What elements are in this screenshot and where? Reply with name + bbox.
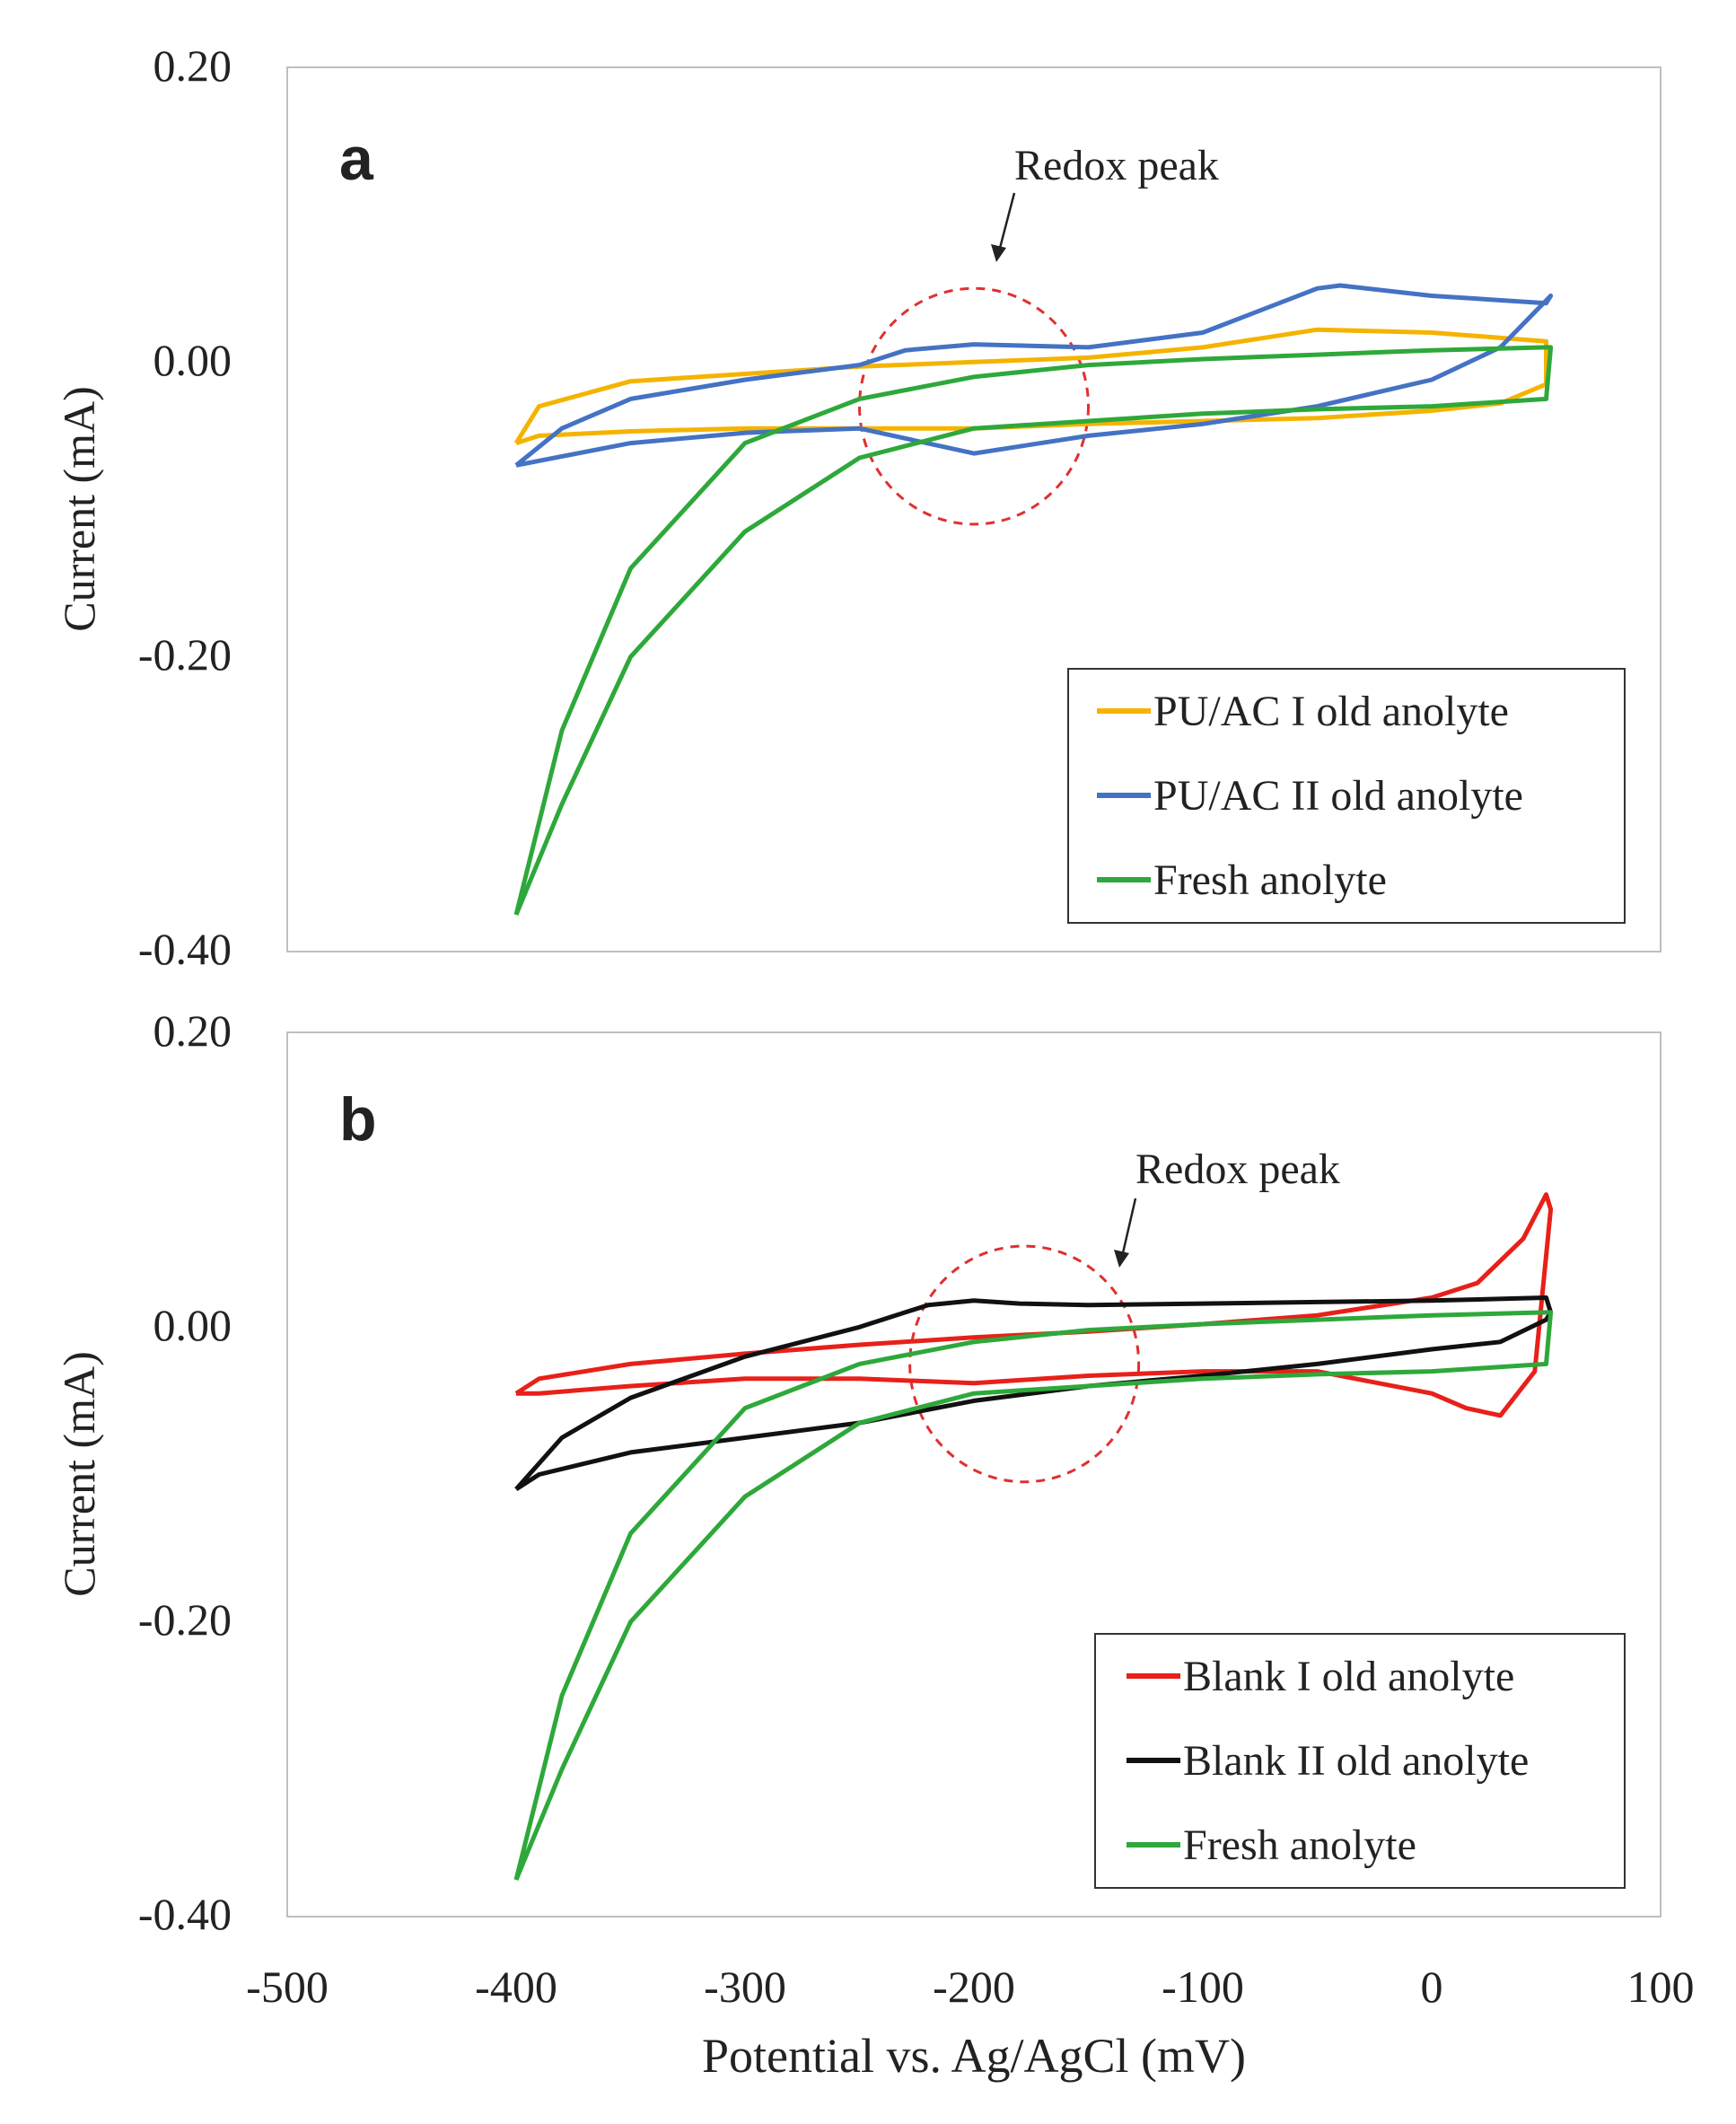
- legend-label: Fresh anolyte: [1153, 856, 1387, 904]
- series-layer: [513, 283, 1554, 916]
- x-tick-label: -300: [704, 1962, 786, 2012]
- panel-b: b 0.20 0.00 -0.20 -0.40 Current (mA) Red…: [54, 1005, 1661, 1939]
- y-tick-label: -0.40: [138, 1889, 232, 1939]
- legend-box: [1094, 1633, 1626, 1889]
- redox-peak-annotation: Redox peak: [1014, 142, 1219, 189]
- annotation-arrow: [1114, 1198, 1137, 1268]
- panel-a: a 0.20 0.00 -0.20 -0.40 Current (mA) Red…: [54, 40, 1661, 974]
- x-tick-label: -200: [933, 1962, 1015, 2012]
- legend: PU/AC I old anolyte PU/AC II old anolyte…: [1067, 668, 1626, 924]
- annotation-arrow: [991, 192, 1016, 262]
- panel-letter: a: [339, 125, 374, 193]
- x-tick-label: -500: [246, 1962, 329, 2012]
- y-tick-label: 0.20: [153, 1005, 232, 1056]
- legend-label: PU/AC I old anolyte: [1153, 688, 1509, 735]
- series-line-blank-i-old-anolyte: [514, 1192, 1554, 1418]
- series-layer: [513, 1192, 1554, 1881]
- y-axis-label: Current (mA): [54, 386, 104, 632]
- x-tick-label: 0: [1421, 1962, 1443, 2012]
- y-tick-label: 0.20: [153, 40, 232, 91]
- y-tick-label: -0.40: [138, 924, 232, 974]
- series-line-fresh-anolyte: [513, 1310, 1554, 1881]
- x-tick-label: -400: [475, 1962, 557, 2012]
- x-axis-label: Potential vs. Ag/AgCl (mV): [702, 2029, 1246, 2083]
- legend-label: Blank II old anolyte: [1183, 1737, 1529, 1785]
- plot-area-border: [286, 1031, 1661, 1918]
- x-tick-label: -100: [1162, 1962, 1244, 2012]
- y-tick-label: -0.20: [138, 1594, 232, 1645]
- legend-label: Blank I old anolyte: [1183, 1653, 1514, 1700]
- y-tick-label: 0.00: [153, 335, 232, 385]
- redox-peak-circle: [908, 1244, 1141, 1484]
- series-line-pu-ac-ii-old-anolyte: [514, 283, 1554, 468]
- legend-box: [1067, 668, 1626, 924]
- y-tick-label: -0.20: [138, 629, 232, 680]
- y-tick-label: 0.00: [153, 1300, 232, 1350]
- x-axis: -500 -400 -300 -200 -100 0 100 Potential…: [246, 1962, 1694, 2083]
- legend: Blank I old anolyte Blank II old anolyte…: [1094, 1633, 1626, 1889]
- redox-peak-circle: [858, 286, 1090, 526]
- y-axis-label: Current (mA): [54, 1351, 104, 1597]
- series-line-fresh-anolyte: [513, 345, 1554, 916]
- x-tick-label: 100: [1627, 1962, 1695, 2012]
- legend-label: Fresh anolyte: [1183, 1821, 1416, 1869]
- panel-letter: b: [339, 1085, 377, 1154]
- legend-label: PU/AC II old anolyte: [1153, 772, 1523, 820]
- redox-peak-annotation: Redox peak: [1135, 1145, 1340, 1193]
- plot-area-border: [286, 66, 1661, 952]
